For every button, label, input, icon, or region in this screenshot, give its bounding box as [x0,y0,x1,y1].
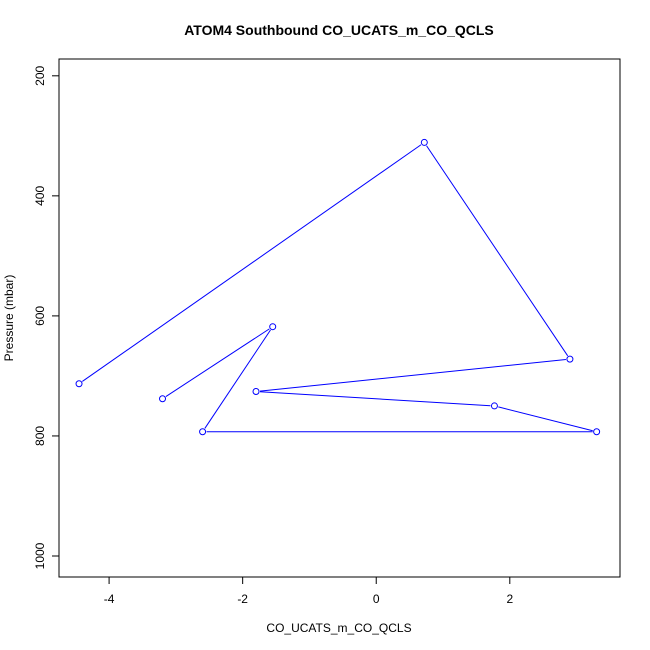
series-segment [82,144,422,382]
series-segment [165,328,270,397]
x-tick-label: -2 [237,592,248,606]
y-axis: 200 400 600 800 1000 [33,65,60,569]
data-point [199,428,207,436]
y-axis-label: Pressure (mbar) [2,275,16,362]
plot-frame [58,58,621,578]
chart-title: ATOM4 Southbound CO_UCATS_m_CO_QCLS [184,22,494,38]
data-point [566,355,574,363]
data-point [269,323,277,331]
series-segment [204,329,271,429]
data-point [75,380,83,388]
series-segment [259,391,491,407]
y-tick-label: 1000 [33,542,47,569]
data-point [593,428,601,436]
x-axis-label: CO_UCATS_m_CO_QCLS [266,621,411,635]
x-axis: -4 -2 0 2 [104,576,513,606]
x-tick-label: 0 [373,592,380,606]
data-point [490,402,498,410]
y-tick-label: 400 [33,186,47,206]
y-tick-label: 200 [33,65,47,85]
y-tick-label: 600 [33,306,47,326]
series-layer [75,138,601,436]
x-tick-label: 2 [506,592,513,606]
data-point [159,395,167,403]
data-point [420,138,428,146]
series-segment [426,145,569,357]
data-point [252,388,260,396]
series-segment [498,406,593,432]
x-tick-label: -4 [104,592,115,606]
series-segment [259,359,566,392]
y-tick-label: 800 [33,426,47,446]
